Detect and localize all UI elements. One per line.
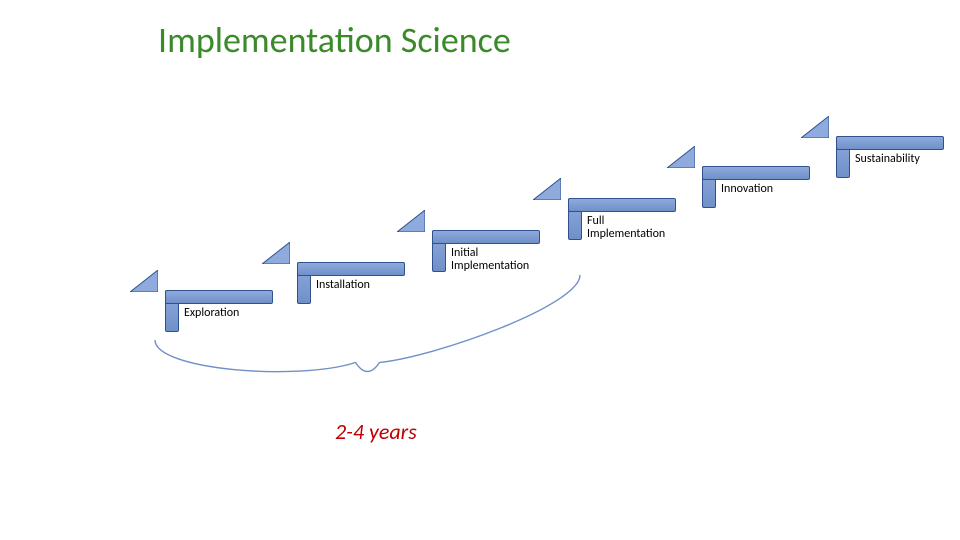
stage-label: Innovation: [721, 183, 773, 196]
stage-arrow-icon: [262, 242, 290, 264]
stage-hbar: [702, 166, 810, 180]
stage-arrow-icon: [397, 210, 425, 232]
slide-title: Implementation Science: [158, 18, 511, 62]
stage-label: Exploration: [184, 307, 239, 320]
stage-label: InitialImplementation: [451, 247, 529, 273]
stage-label: Sustainability: [855, 153, 920, 166]
stage-hbar: [432, 230, 540, 244]
slide-root: Implementation Science Exploration Instal…: [0, 0, 960, 540]
stage-label: FullImplementation: [587, 215, 665, 241]
stage-hbar: [568, 198, 676, 212]
stage-hbar: [297, 262, 405, 276]
stage-hbar: [836, 136, 944, 150]
timespan-caption: 2-4 years: [335, 418, 417, 445]
stage-arrow-icon: [667, 146, 695, 168]
stage-label: Installation: [316, 279, 370, 292]
stage-arrow-icon: [533, 178, 561, 200]
stage-arrow-icon: [801, 116, 829, 138]
stage-arrow-icon: [130, 270, 158, 292]
stage-hbar: [165, 290, 273, 304]
